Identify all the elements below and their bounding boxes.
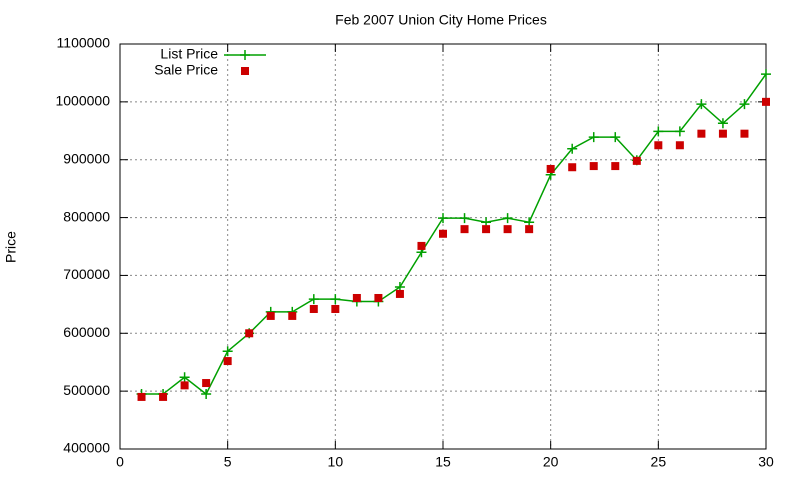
data-point xyxy=(288,311,297,320)
y-tick-label: 800000 xyxy=(63,208,110,224)
y-tick-label: 500000 xyxy=(63,382,110,398)
x-tick-label: 30 xyxy=(758,454,774,470)
x-tick-label: 15 xyxy=(435,454,451,470)
data-point xyxy=(438,213,448,224)
data-point xyxy=(482,225,491,234)
data-point xyxy=(653,126,664,137)
data-point xyxy=(374,293,383,302)
legend-label: List Price xyxy=(160,46,218,62)
y-axis-label: Price xyxy=(3,231,19,263)
data-point xyxy=(352,293,361,302)
x-tick-label: 5 xyxy=(224,454,232,470)
data-point xyxy=(179,372,190,383)
data-point xyxy=(395,289,404,298)
data-point xyxy=(654,141,663,150)
data-point xyxy=(675,141,684,150)
x-tick-label: 10 xyxy=(328,454,344,470)
data-point xyxy=(309,304,318,313)
y-tick-label: 1000000 xyxy=(55,93,110,109)
legend-marker xyxy=(241,67,249,75)
x-tick-label: 25 xyxy=(651,454,667,470)
data-point xyxy=(460,225,469,234)
data-point xyxy=(761,69,771,80)
data-point xyxy=(266,311,275,320)
series-line xyxy=(141,73,767,396)
data-point xyxy=(611,162,620,171)
data-point xyxy=(589,162,598,171)
y-tick-label: 700000 xyxy=(63,266,110,282)
data-point xyxy=(740,129,749,138)
data-point xyxy=(503,225,512,234)
data-point xyxy=(222,346,233,357)
data-point xyxy=(137,392,146,401)
data-point xyxy=(439,229,447,238)
y-tick-label: 600000 xyxy=(63,324,110,340)
plot-border xyxy=(119,43,767,450)
data-point xyxy=(568,163,577,172)
legend-marker xyxy=(240,50,250,60)
data-point xyxy=(588,132,599,143)
data-point xyxy=(202,379,211,388)
data-point xyxy=(674,126,685,137)
x-tick-label: 0 xyxy=(116,454,124,470)
data-point xyxy=(696,99,707,110)
data-point xyxy=(502,213,513,224)
data-point xyxy=(739,99,750,110)
data-point xyxy=(417,241,426,250)
data-point xyxy=(610,132,621,143)
y-tick-label: 1100000 xyxy=(57,35,111,51)
data-point xyxy=(717,118,728,129)
legend-label: Sale Price xyxy=(154,62,218,78)
chart-title: Feb 2007 Union City Home Prices xyxy=(335,12,547,28)
data-point xyxy=(459,213,470,224)
data-point xyxy=(330,294,341,305)
y-tick-label: 900000 xyxy=(63,150,110,166)
data-point xyxy=(159,392,168,401)
data-point xyxy=(180,381,189,390)
data-point xyxy=(245,329,254,338)
x-tick-label: 20 xyxy=(543,454,559,470)
data-point xyxy=(632,156,641,165)
data-point xyxy=(762,97,770,106)
data-point xyxy=(546,164,555,173)
data-point xyxy=(525,225,534,234)
data-point xyxy=(331,304,340,313)
data-point xyxy=(697,129,706,138)
data-point xyxy=(308,294,319,305)
data-point xyxy=(201,389,212,400)
y-tick-label: 400000 xyxy=(63,440,110,456)
data-point xyxy=(223,357,232,366)
data-point xyxy=(567,143,578,154)
data-point xyxy=(718,129,727,138)
